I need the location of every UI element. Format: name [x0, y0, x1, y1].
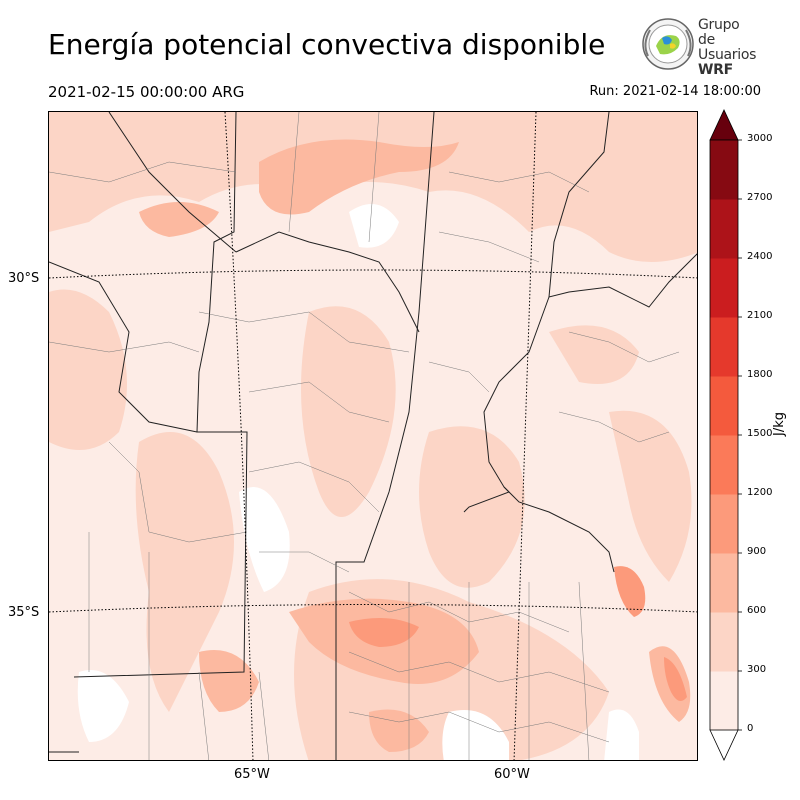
lat-label-35s: 35°S — [8, 605, 40, 620]
lat-label-30s: 30°S — [8, 271, 40, 286]
run-time: Run: 2021-02-14 18:00:00 — [589, 84, 761, 99]
lon-label-65w: 65°W — [234, 767, 270, 782]
colorbar-tick-label-8: 2400 — [747, 251, 773, 262]
colorbar-bin-8 — [710, 199, 738, 259]
page-title: Energía potencial convectiva disponible — [48, 28, 606, 61]
logo-line-3: WRF — [698, 62, 733, 78]
colorbar-tick-label-1: 300 — [747, 664, 767, 675]
cape-map-canvas — [49, 112, 697, 760]
colorbar-extend-max — [709, 109, 739, 141]
cape-900-1200-areas — [349, 566, 687, 701]
colorbar-tick-label-0: 0 — [747, 723, 754, 734]
colorbar-extend-min — [709, 729, 739, 761]
colorbar-tick-label-10: 3000 — [747, 133, 773, 144]
colorbar-tick-label-6: 1800 — [747, 369, 773, 380]
colorbar-tick-label-9: 2700 — [747, 192, 773, 203]
colorbar-unit-label: J/kg — [772, 412, 787, 436]
valid-time: 2021-02-15 00:00:00 ARG — [48, 83, 245, 101]
department-borders — [49, 112, 680, 760]
colorbar-bin-1 — [710, 612, 738, 672]
wrf-users-logo: Grupo de Usuarios WRF — [640, 16, 760, 78]
colorbar-tick-label-4: 1200 — [747, 487, 773, 498]
cape-zero-areas — [77, 204, 639, 760]
colorbar-tick-label-2: 600 — [747, 605, 767, 616]
colorbar-bin-4 — [710, 435, 738, 495]
colorbar-bin-2 — [710, 553, 738, 613]
colorbar-bin-3 — [710, 494, 738, 554]
wrf-globe-icon — [642, 18, 694, 70]
colorbar-tick-label-7: 2100 — [747, 310, 773, 321]
colorbar-bin-0 — [710, 671, 738, 731]
logo-line-2: Usuarios — [698, 47, 757, 63]
province-borders — [49, 112, 697, 760]
logo-line-1: Grupo de — [698, 17, 740, 48]
colorbar-bin-5 — [710, 376, 738, 436]
colorbar-bin-6 — [710, 317, 738, 377]
colorbar-tick-label-3: 900 — [747, 546, 767, 557]
colorbar-tick-label-5: 1500 — [747, 428, 773, 439]
cape-map — [48, 111, 698, 761]
colorbar-bin-7 — [710, 258, 738, 318]
lon-label-60w: 60°W — [494, 767, 530, 782]
graticule-lines — [49, 112, 697, 760]
colorbar-bin-9 — [710, 140, 738, 200]
colorbar — [709, 109, 742, 761]
